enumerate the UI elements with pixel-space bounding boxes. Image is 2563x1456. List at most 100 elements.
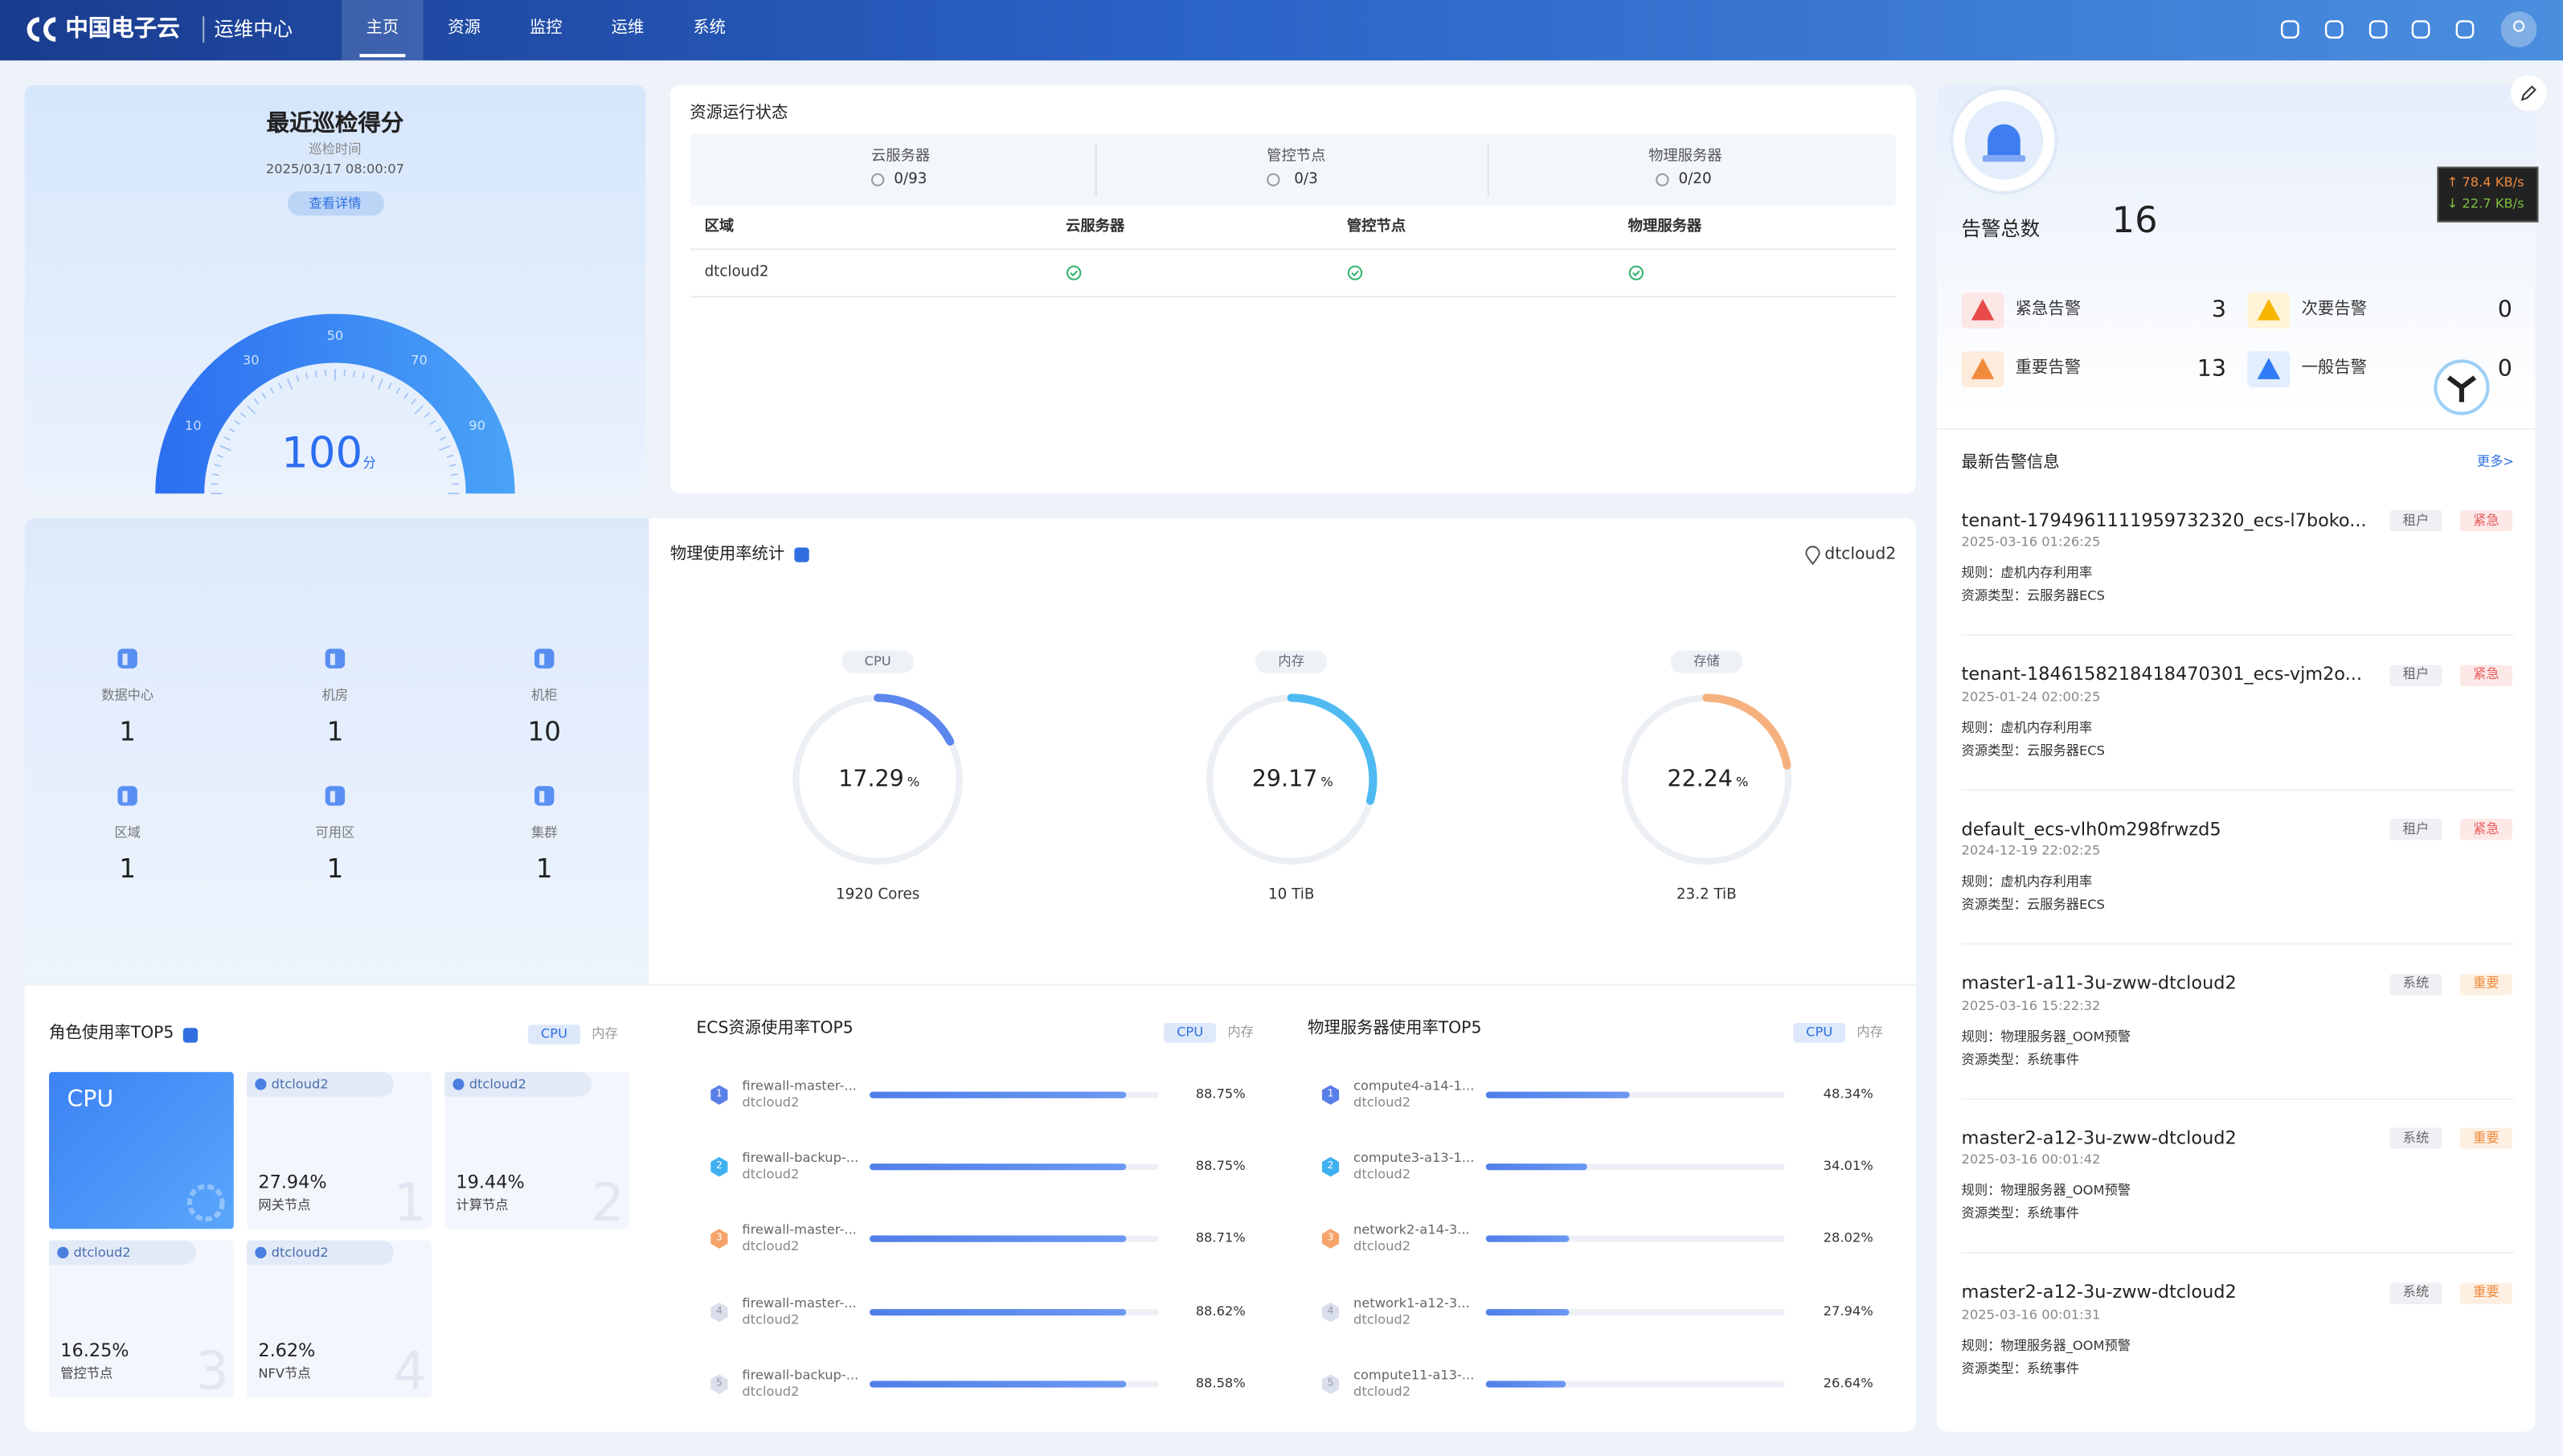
bar-fill <box>1485 1164 1588 1171</box>
status-ok-circle <box>1347 265 1363 280</box>
alarm-bell <box>1950 86 2058 195</box>
nav-underline <box>359 54 406 58</box>
bar-fill <box>869 1308 1126 1315</box>
level-count: 13 <box>2197 356 2227 382</box>
rank-icon <box>1321 1302 1340 1322</box>
item-region: dtcloud2 <box>742 1239 800 1254</box>
gauge-tick <box>452 483 460 485</box>
table-header: 云服务器 <box>1066 218 1125 235</box>
summary-value: 0/3 <box>1294 170 1318 187</box>
nav-item[interactable]: 运维 <box>611 19 645 38</box>
role-rank: 2 <box>591 1172 624 1234</box>
status-ok <box>1347 265 1363 280</box>
resource-title: 资源运行状态 <box>690 104 788 123</box>
status-ok <box>1067 265 1082 280</box>
tab-active[interactable] <box>527 1025 580 1045</box>
item-name: compute4-a14-1... <box>1353 1078 1475 1094</box>
alarm-name[interactable]: default_ecs-vlh0m298frwzd5 <box>1961 817 2221 840</box>
count-icon <box>117 786 137 806</box>
more-link[interactable]: 更多> <box>2476 454 2514 469</box>
nav-item[interactable]: 主页 <box>366 19 399 38</box>
alarm-name[interactable]: master1-a11-3u-zww-dtcloud2 <box>1961 972 2237 994</box>
network-up: ↑ 78.4 KB/s <box>2446 174 2524 190</box>
role-card <box>444 1072 630 1229</box>
nav-item[interactable]: 系统 <box>693 19 727 38</box>
role-value: 16.25% <box>60 1339 129 1361</box>
summary-bar <box>690 133 1897 207</box>
gauge-tick <box>253 399 260 405</box>
bar-fill <box>1485 1236 1570 1243</box>
clock-icon <box>871 173 885 186</box>
gauge-tick <box>261 392 267 399</box>
alarm-tag: 租户 <box>2402 512 2430 527</box>
clock-icon <box>1656 173 1669 186</box>
item-name: firewall-master-... <box>742 1078 857 1094</box>
location-pin <box>1805 546 1820 566</box>
detail-button-text[interactable]: 查看详情 <box>309 195 362 211</box>
level-icon-triangle <box>2257 358 2281 379</box>
count-icon-shape <box>539 791 545 803</box>
table-header: 管控节点 <box>1346 218 1406 235</box>
role-card <box>247 1240 432 1397</box>
role-name: 管控节点 <box>60 1366 113 1381</box>
inspection-title: 最近巡检得分 <box>266 111 404 137</box>
alarm-title: 告警总数 <box>1961 217 2041 240</box>
alarm-type: 资源类型：系统事件 <box>1961 1360 2079 1376</box>
bar-fill <box>1485 1380 1566 1388</box>
role-region-pill <box>49 1240 197 1266</box>
alarm-name[interactable]: master2-a12-3u-zww-dtcloud2 <box>1961 1281 2237 1303</box>
nav-item[interactable]: 监控 <box>529 19 563 38</box>
tag-bg <box>2389 664 2442 686</box>
ring-value: 17.29 <box>838 766 904 793</box>
bar-fill <box>1485 1308 1570 1315</box>
header-icon <box>2411 20 2430 39</box>
tab[interactable]: 内存 <box>1857 1025 1883 1040</box>
role-name: NFV节点 <box>258 1366 311 1381</box>
role-highlight-name: CPU <box>67 1086 114 1114</box>
item-region: dtcloud2 <box>742 1384 800 1399</box>
tag-bg <box>2389 1127 2442 1149</box>
alarm-time: 2024-12-19 22:02:25 <box>1961 843 2101 858</box>
clock-icon <box>1267 173 1280 186</box>
level-name: 一般告警 <box>2301 359 2367 378</box>
detail-button[interactable] <box>287 190 384 216</box>
alarm-separator <box>1961 943 2514 945</box>
nav-item[interactable]: 资源 <box>448 19 481 38</box>
count-name: 机房 <box>321 688 349 703</box>
bar-fill <box>869 1236 1127 1243</box>
bar-fill <box>1485 1091 1631 1098</box>
role-region-pill <box>247 1240 395 1266</box>
tab[interactable]: CPU <box>540 1026 567 1041</box>
status-ok-check <box>1070 270 1079 277</box>
alarm-divider <box>1937 427 2536 430</box>
top-title: ECS资源使用率TOP5 <box>696 1020 854 1038</box>
count-value: 10 <box>527 715 561 747</box>
product-name: 运维中心 <box>214 18 293 41</box>
location-icon <box>1805 546 1820 566</box>
tab[interactable]: CPU <box>1806 1025 1833 1040</box>
ring-unit: % <box>907 775 920 790</box>
tab[interactable]: 内存 <box>1227 1025 1254 1040</box>
tab[interactable]: CPU <box>1177 1025 1204 1040</box>
tab-active[interactable] <box>1164 1023 1217 1043</box>
item-region: dtcloud2 <box>1353 1239 1411 1254</box>
alarm-name[interactable]: master2-a12-3u-zww-dtcloud2 <box>1961 1127 2237 1148</box>
score-unit: 分 <box>362 456 376 471</box>
level-icon <box>2247 292 2291 329</box>
tab[interactable]: 内存 <box>592 1026 618 1041</box>
alarm-name[interactable]: tenant-1846158218418470301_ecs-vjm2o... <box>1961 663 2362 685</box>
alarm-time: 2025-03-16 00:01:31 <box>1961 1307 2101 1322</box>
status-ok-check <box>1632 270 1640 277</box>
rank-icon <box>710 1302 728 1322</box>
gauge-tick <box>411 399 416 405</box>
tab-active[interactable] <box>1793 1023 1846 1043</box>
alarm-rule: 规则：物理服务器_OOM预警 <box>1961 1337 2131 1352</box>
header-icon <box>2455 20 2475 39</box>
alarm-rule: 规则：物理服务器_OOM预警 <box>1961 1029 2131 1044</box>
alarm-time: 2025-03-16 15:22:32 <box>1961 997 2101 1012</box>
rank-icon <box>1321 1229 1340 1249</box>
alarm-name[interactable]: tenant-1794961111959732320_ecs-l7boko... <box>1961 509 2367 530</box>
count-name: 可用区 <box>315 825 355 840</box>
ring-arc <box>792 693 964 865</box>
level-icon-triangle <box>1971 358 1995 379</box>
